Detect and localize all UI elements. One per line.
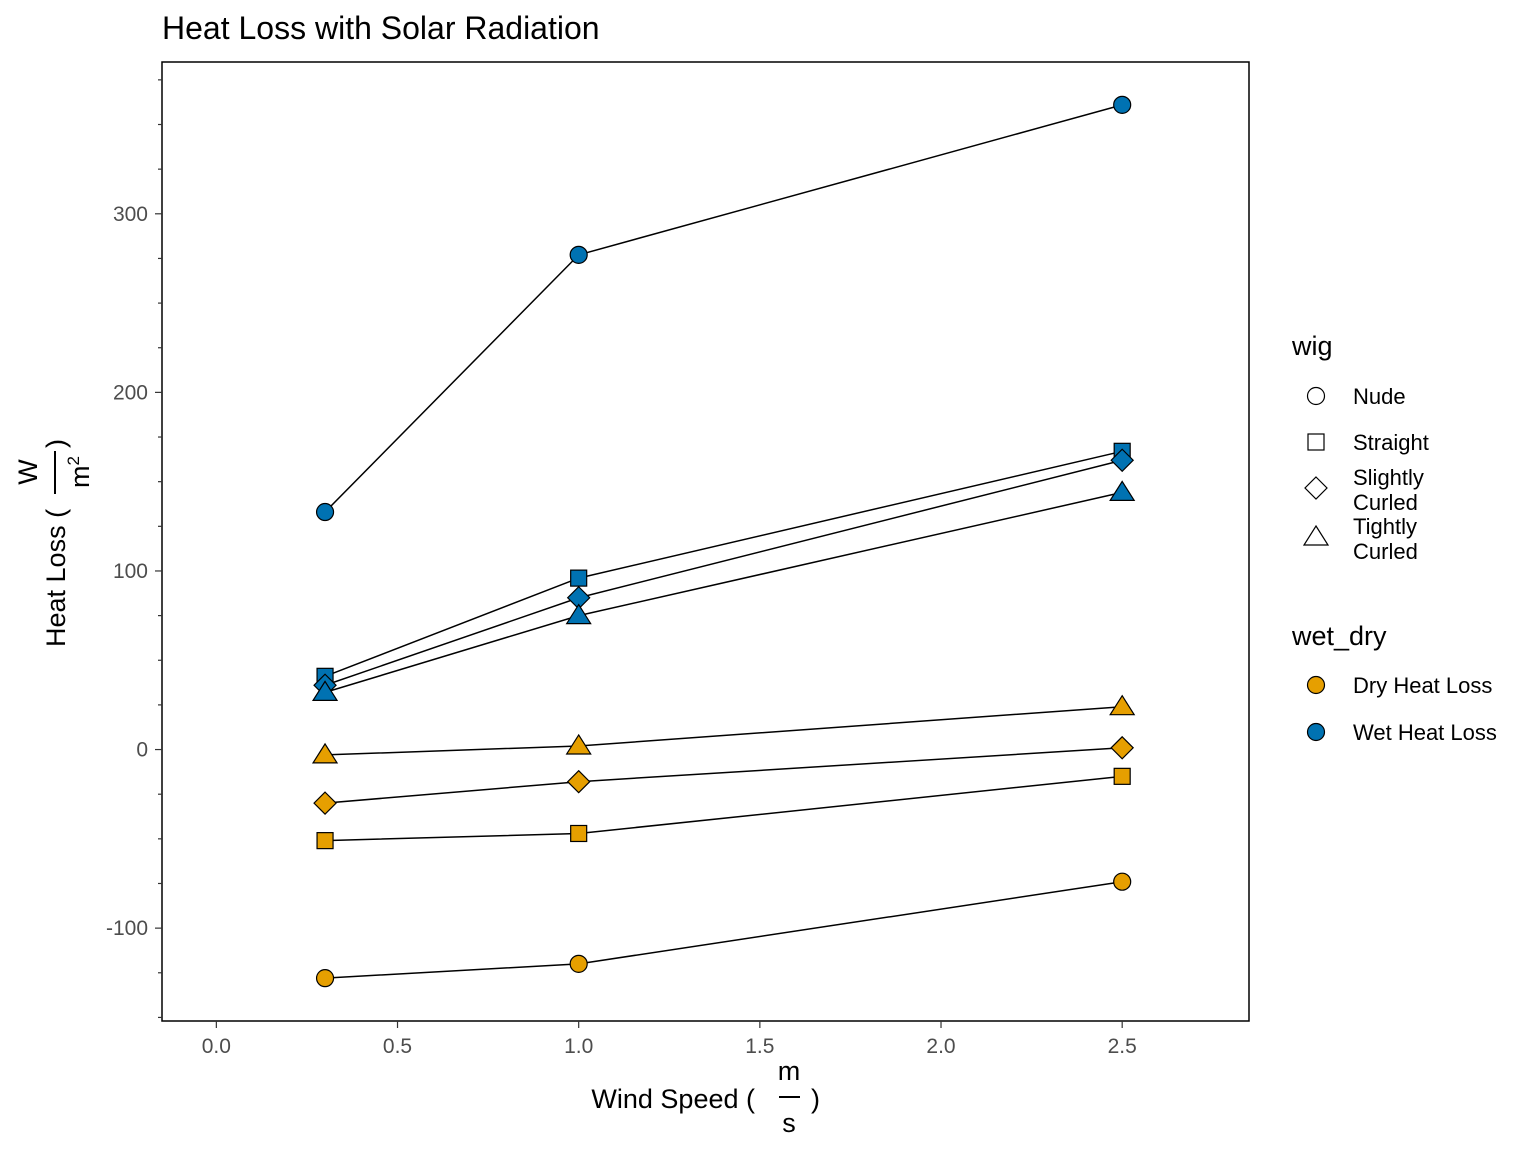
x-tick-label: 2.5 [1108, 1035, 1137, 1058]
x-axis-label-denominator: s [782, 1108, 796, 1138]
legend-label: Dry Heat Loss [1353, 673, 1492, 698]
series-line [324, 747, 1123, 804]
y-tick-label: 200 [113, 381, 148, 404]
legend-key-triangle-icon [1302, 524, 1330, 546]
data-point [315, 502, 335, 522]
y-axis-label: Heat Loss ( W m2) [13, 439, 95, 647]
series-lines [324, 104, 1123, 979]
data-point [570, 569, 588, 587]
series-line [324, 104, 1123, 513]
x-tick-label: 2.0 [926, 1035, 955, 1058]
legend-key-diamond-icon [1304, 476, 1328, 500]
y-tick-label: 0 [136, 739, 148, 762]
x-axis-label-close: ) [811, 1084, 820, 1114]
series-line [324, 491, 1123, 694]
x-axis-label: Wind Speed ( ms) [591, 1056, 820, 1138]
data-point [1113, 767, 1131, 785]
legend-key-circle-icon [1306, 722, 1326, 742]
data-point [565, 603, 592, 625]
y-tick-label: 300 [113, 203, 148, 226]
series-line [324, 459, 1123, 686]
panel-border [161, 61, 1250, 1022]
x-tick-label: 0.5 [383, 1035, 412, 1058]
x-axis-label-numerator: m [778, 1056, 801, 1086]
data-point [565, 733, 592, 755]
y-axis-denominator-base: m [65, 465, 95, 488]
legend-label-line1: Slightly [1353, 465, 1424, 490]
data-point [569, 954, 588, 973]
series-line [325, 705, 1123, 756]
data-point [311, 680, 339, 702]
data-point [1110, 448, 1135, 473]
legend-key-circle-icon [1306, 386, 1326, 406]
data-point [1113, 872, 1132, 891]
data-point [570, 824, 588, 843]
legend-label: Straight [1353, 430, 1429, 455]
data-point [1113, 95, 1132, 114]
legend-key-circle-icon [1306, 675, 1326, 695]
x-tick-label: 1.0 [564, 1035, 593, 1058]
data-point [1109, 694, 1136, 716]
legend-label: Wet Heat Loss [1353, 720, 1497, 745]
legend-label: Nude [1353, 384, 1406, 409]
y-axis-label-numerator: W [13, 459, 43, 485]
y-tick-label: -100 [106, 917, 148, 940]
series-line [324, 450, 1123, 678]
data-point [311, 742, 339, 764]
y-axis-denominator-superscript: 2 [64, 456, 83, 465]
legend-title-wet-dry: wet_dry [1291, 621, 1387, 651]
legend-label-line2: Curled [1353, 539, 1418, 564]
legend-label-line1: Tightly [1353, 514, 1417, 539]
series-line [325, 880, 1123, 979]
axis-ticks: 0.0 0.5 1.0 1.5 2.0 2.5 -100 0 100 200 300 [106, 79, 1137, 1058]
legend-key-square-icon [1307, 433, 1325, 451]
data-point [1109, 480, 1136, 501]
y-axis-label-close: ) [41, 439, 71, 448]
data-point [316, 832, 334, 850]
x-tick-label: 0.0 [202, 1035, 231, 1058]
data-point [566, 769, 591, 794]
legend: wigNudeStraightSlightlyCurledTightlyCurl… [1291, 331, 1497, 745]
data-point [1110, 735, 1135, 760]
y-axis-label-group: Heat Loss ( W m2) [13, 439, 95, 647]
legend-label-line2: Curled [1353, 490, 1418, 515]
y-tick-label: 100 [113, 560, 148, 583]
data-points [311, 95, 1136, 988]
legend-title-wig: wig [1291, 331, 1333, 361]
data-point [569, 245, 588, 264]
y-axis-label-text: Heat Loss ( [41, 509, 71, 647]
chart-title: Heat Loss with Solar Radiation [162, 10, 600, 46]
x-tick-label: 1.5 [745, 1035, 774, 1058]
series-line [325, 775, 1123, 842]
y-axis-label-denominator: m2 [64, 456, 95, 488]
data-point [313, 791, 337, 815]
plot-panel [161, 61, 1250, 1022]
data-point [315, 969, 335, 988]
x-axis-label-text: Wind Speed ( [591, 1084, 755, 1114]
